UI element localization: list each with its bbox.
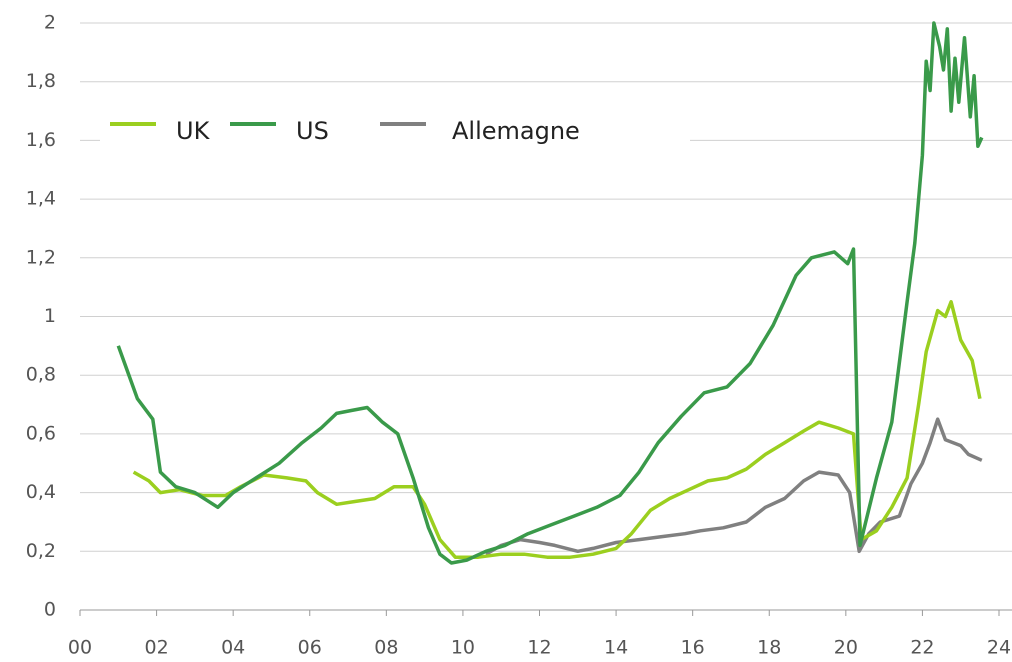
series-line — [116, 21, 984, 565]
legend-label: UK — [176, 117, 211, 145]
x-tick-label: 04 — [221, 637, 245, 659]
y-tick-label: 2 — [44, 12, 56, 34]
x-tick-label: 06 — [298, 637, 322, 659]
x-tick-label: 10 — [451, 637, 475, 659]
x-tick-label: 18 — [757, 637, 781, 659]
y-tick-label: 1 — [44, 305, 56, 327]
x-tick-label: 00 — [68, 637, 92, 659]
y-tick-label: 1,8 — [26, 70, 56, 92]
y-tick-label: 0,6 — [26, 422, 56, 444]
legend-label: Allemagne — [452, 117, 580, 145]
x-tick-label: 12 — [527, 637, 551, 659]
y-tick-label: 1,6 — [26, 129, 56, 151]
y-tick-label: 0,8 — [26, 364, 56, 386]
series-line — [132, 300, 982, 559]
x-tick-label: 16 — [681, 637, 705, 659]
x-tick-label: 22 — [910, 637, 934, 659]
x-tick-label: 08 — [374, 637, 398, 659]
y-tick-label: 1,2 — [26, 246, 56, 268]
x-tick-label: 14 — [604, 637, 628, 659]
x-tick-label: 20 — [834, 637, 858, 659]
x-tick-label: 02 — [144, 637, 168, 659]
series-line — [485, 417, 983, 556]
y-tick-label: 0,2 — [26, 540, 56, 562]
y-tick-label: 0,4 — [26, 481, 56, 503]
y-tick-label: 1,4 — [26, 188, 56, 210]
x-tick-label: 24 — [987, 637, 1011, 659]
y-tick-label: 0 — [44, 599, 56, 621]
legend-label: US — [296, 117, 329, 145]
